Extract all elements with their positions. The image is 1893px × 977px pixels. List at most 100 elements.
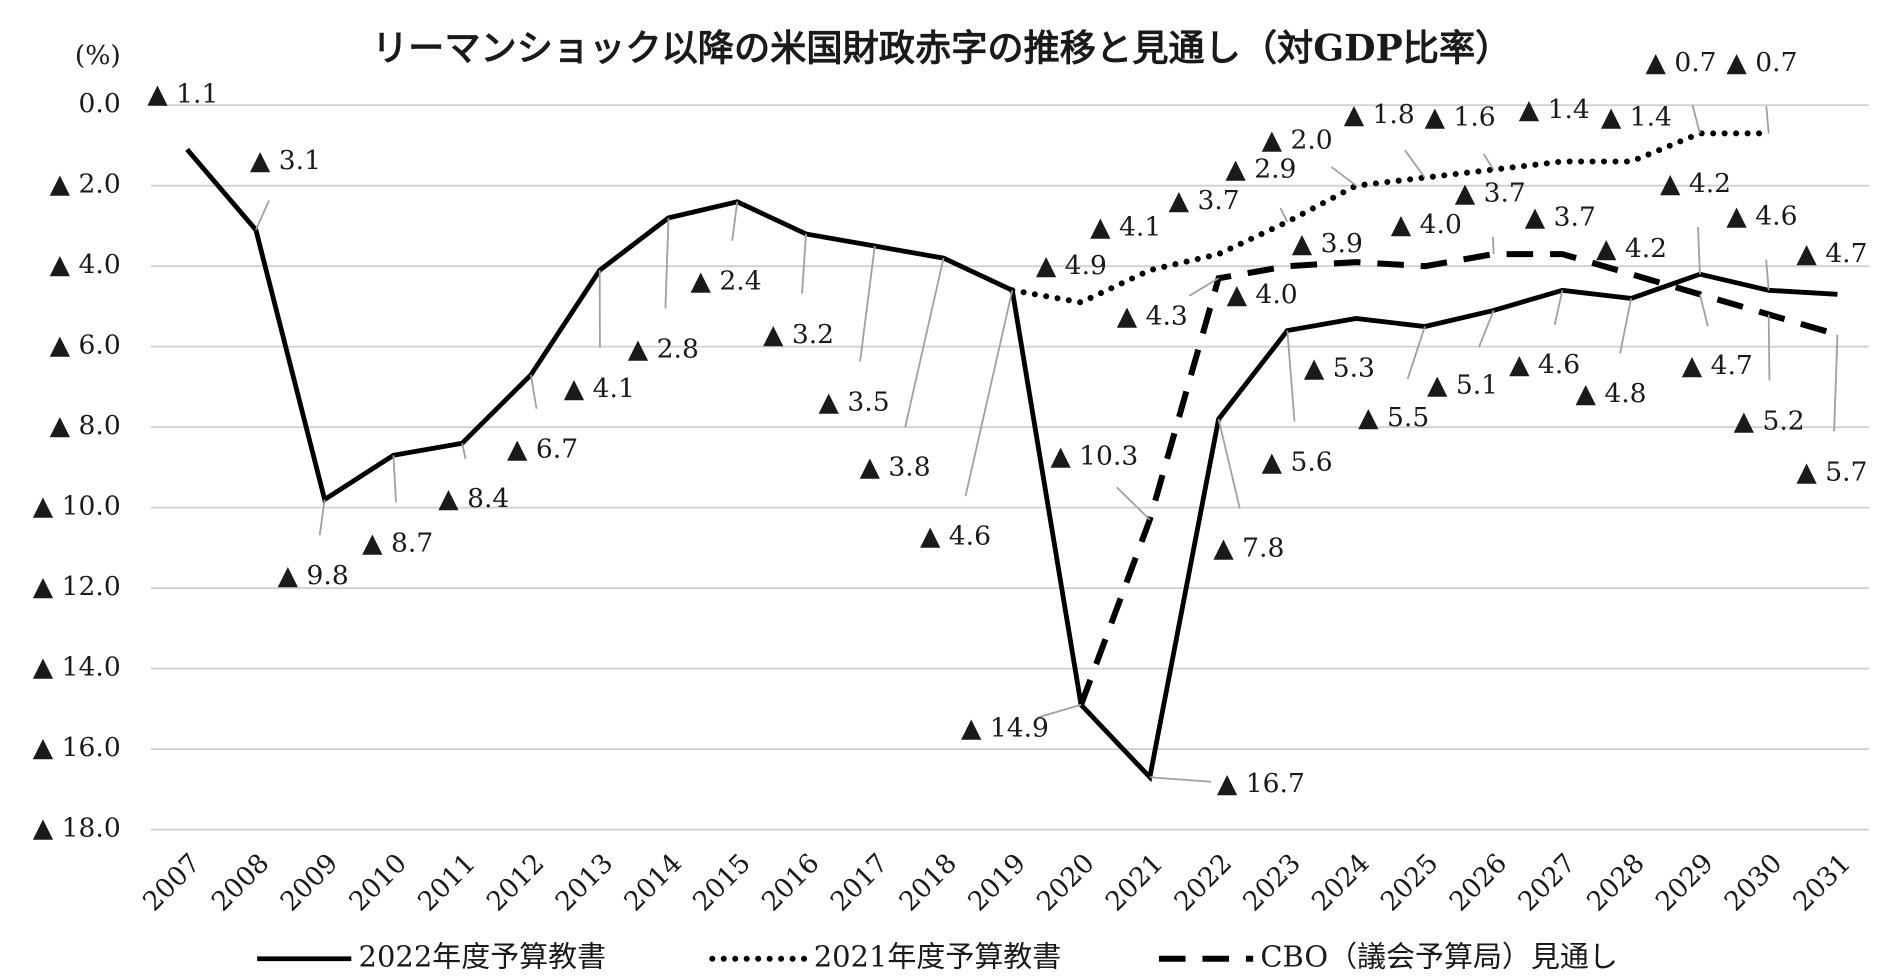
data-label: ▲ 2.9	[1225, 153, 1296, 184]
leader-line	[1699, 294, 1709, 327]
leader-line	[318, 499, 326, 536]
leader-line	[1330, 166, 1357, 187]
chart-title: リーマンショック以降の米国財政赤字の推移と見通し（対GDP比率）	[372, 26, 1511, 69]
leader-line	[1217, 418, 1241, 509]
legend-label: 2022年度予算教書	[359, 940, 607, 974]
leader-line	[904, 257, 945, 428]
x-tick-label: 2022	[1168, 848, 1238, 918]
x-tick-label: 2016	[756, 848, 826, 918]
leader-line	[859, 245, 876, 362]
y-tick-label: 0.0	[79, 88, 121, 119]
data-label: ▲ 2.8	[628, 333, 699, 364]
x-tick-label: 2018	[893, 848, 963, 918]
data-label: ▲ 4.0	[1391, 209, 1462, 240]
leader-line	[1478, 310, 1495, 348]
data-label: ▲ 16.7	[1217, 768, 1305, 799]
y-tick-label: ▲ 6.0	[50, 330, 121, 361]
data-label: ▲ 4.7	[1682, 350, 1753, 381]
data-label: ▲ 14.9	[961, 712, 1049, 743]
x-tick-label: 2024	[1306, 848, 1376, 918]
data-label: ▲ 4.7	[1796, 238, 1867, 269]
data-label: ▲ 4.3	[1117, 301, 1188, 332]
data-label: ▲ 5.1	[1427, 369, 1498, 400]
y-tick-label: ▲ 10.0	[33, 491, 121, 522]
x-tick-label: 2009	[275, 848, 345, 918]
data-label: ▲ 10.3	[1050, 441, 1138, 472]
data-label: ▲ 4.6	[920, 520, 991, 551]
x-tick-label: 2027	[1512, 848, 1582, 918]
data-label: ▲ 4.0	[1227, 279, 1298, 310]
legend-label: 2021年度予算教書	[814, 940, 1062, 974]
leader-line	[1404, 149, 1426, 179]
data-label: ▲ 3.8	[860, 452, 931, 483]
data-label: ▲ 6.7	[507, 433, 578, 464]
x-tick-label: 2028	[1581, 848, 1651, 918]
data-label: ▲ 8.4	[438, 483, 509, 514]
data-label: ▲ 4.1	[1090, 211, 1161, 242]
leader-line	[461, 443, 467, 459]
leader-line	[530, 374, 538, 409]
data-label: ▲ 5.2	[1734, 406, 1805, 437]
data-label: ▲ 1.4	[1601, 101, 1672, 132]
x-tick-label: 2025	[1375, 848, 1445, 918]
x-tick-label: 2008	[206, 848, 276, 918]
y-axis-label: (%)	[75, 40, 121, 71]
y-tick-label: ▲ 2.0	[50, 169, 121, 200]
leader-line	[1406, 326, 1426, 380]
x-tick-label: 2023	[1237, 848, 1307, 918]
leader-line	[1482, 153, 1495, 171]
x-tick-label: 2019	[962, 848, 1032, 918]
data-label: ▲ 4.1	[564, 373, 635, 404]
data-label: ▲ 4.9	[1036, 250, 1107, 281]
x-tick-label: 2031	[1787, 848, 1857, 918]
leader-line	[392, 455, 397, 503]
x-tick-label: 2026	[1444, 848, 1514, 918]
y-tick-label: ▲ 4.0	[50, 249, 121, 280]
data-label: ▲ 9.8	[278, 560, 349, 591]
data-label: ▲ 3.9	[1292, 228, 1363, 259]
leader-line	[801, 233, 807, 294]
y-tick-label: ▲ 14.0	[33, 652, 121, 683]
data-label: ▲ 4.6	[1726, 200, 1797, 231]
data-label: ▲ 8.7	[362, 528, 433, 559]
leader-line	[1279, 207, 1289, 223]
y-tick-label: ▲ 8.0	[50, 410, 121, 441]
data-label: ▲ 3.1	[250, 145, 321, 176]
data-label: ▲ 3.5	[819, 386, 890, 417]
leader-line	[1286, 330, 1296, 422]
leader-line	[964, 290, 1014, 497]
data-label: ▲ 3.7	[1455, 178, 1526, 209]
data-label: ▲ 5.3	[1304, 353, 1375, 384]
y-tick-label: ▲ 18.0	[33, 813, 121, 844]
data-label: ▲ 7.8	[1213, 532, 1284, 563]
data-label: ▲ 1.4	[1519, 94, 1590, 125]
data-label: ▲ 3.7	[1169, 185, 1240, 216]
leader-line	[1553, 290, 1564, 325]
x-tick-label: 2020	[1031, 848, 1101, 918]
x-tick-label: 2007	[137, 848, 207, 918]
leader-line	[1833, 334, 1839, 432]
leader-line	[1149, 776, 1212, 783]
data-label: ▲ 5.5	[1358, 402, 1429, 433]
data-label: ▲ 3.7	[1525, 202, 1596, 233]
y-tick-label: ▲ 16.0	[33, 732, 121, 763]
leader-line	[1691, 104, 1701, 134]
leader-line	[1765, 259, 1770, 291]
series-line	[185, 147, 1838, 783]
x-tick-label: 2029	[1650, 848, 1720, 918]
y-tick-label: ▲ 12.0	[33, 571, 121, 602]
leader-line	[1116, 486, 1151, 521]
x-tick-label: 2017	[825, 848, 895, 918]
series-line	[1078, 251, 1839, 706]
x-tick-label: 2015	[687, 848, 757, 918]
data-label: ▲ 2.0	[1262, 124, 1333, 155]
data-label: ▲ 4.6	[1509, 349, 1580, 380]
x-tick-label: 2011	[412, 848, 482, 918]
data-label: ▲ 4.8	[1575, 378, 1646, 409]
data-label: ▲ 0.7	[1726, 47, 1797, 78]
leader-line	[1491, 236, 1495, 255]
data-label: ▲ 2.4	[691, 266, 762, 297]
x-tick-label: 2010	[343, 848, 413, 918]
leader-line	[1619, 298, 1633, 354]
